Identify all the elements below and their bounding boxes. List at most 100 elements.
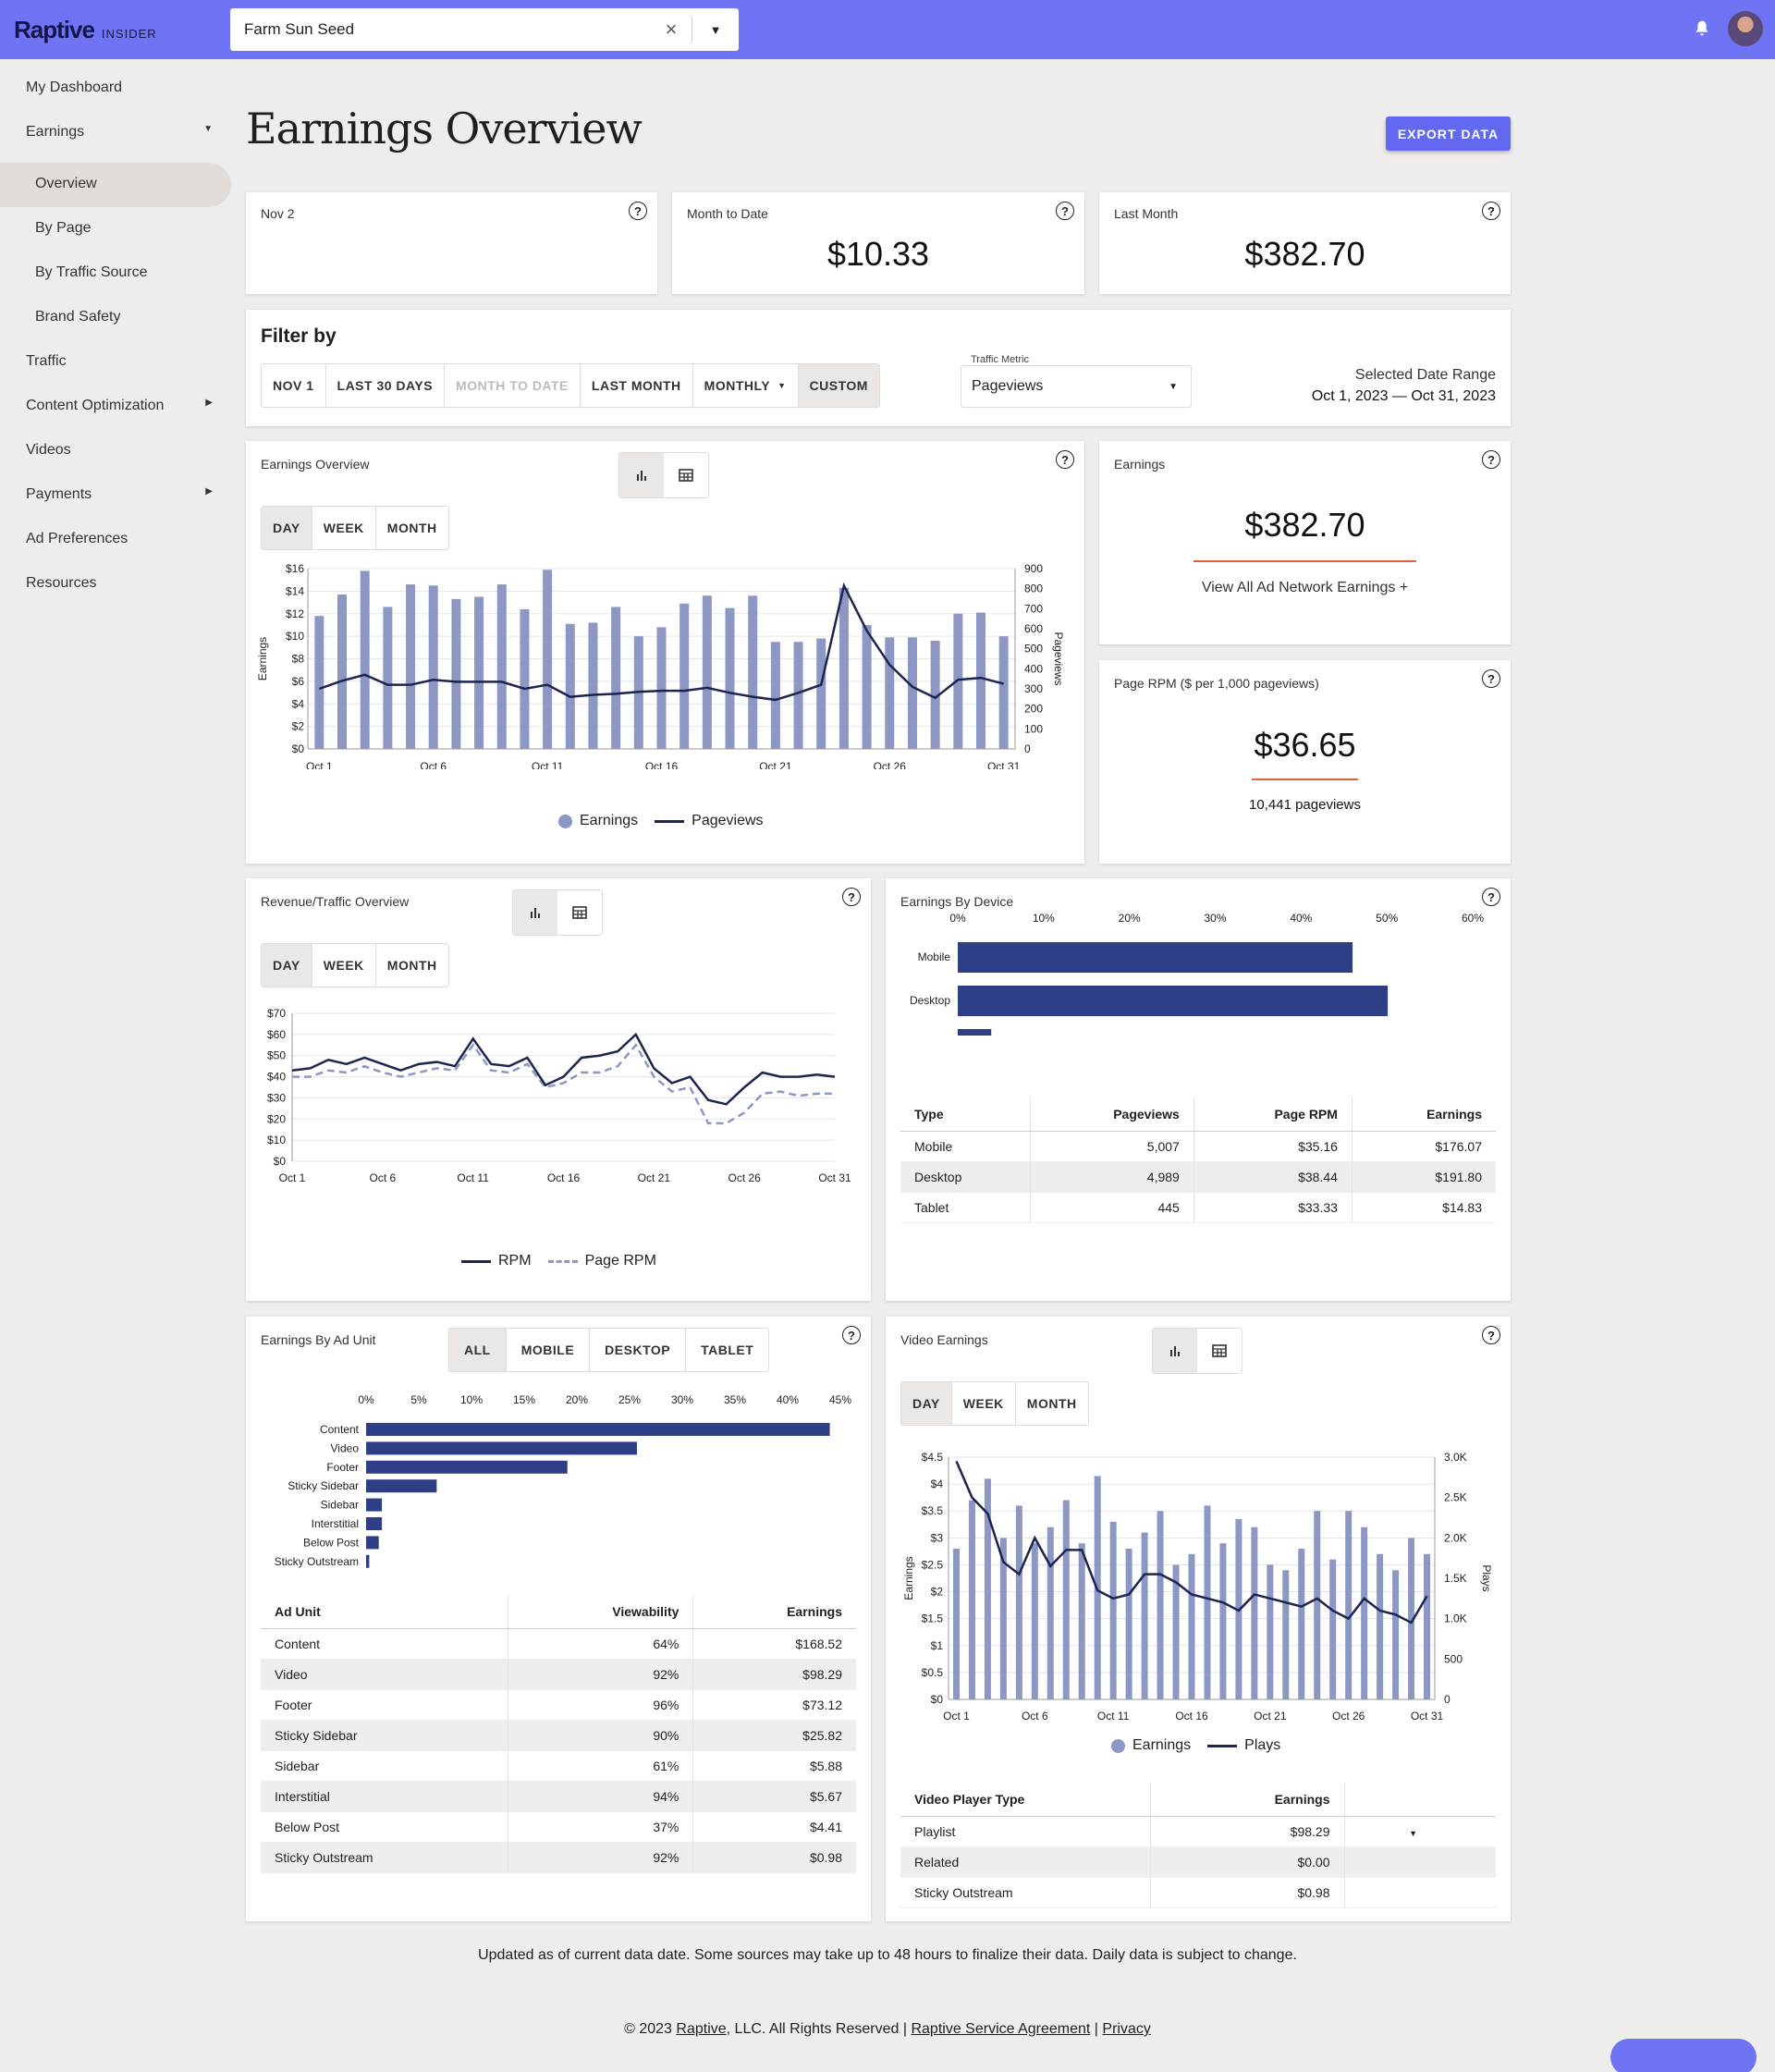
legend-label: Page RPM xyxy=(584,1253,656,1269)
sidebar-item-overview[interactable]: Overview xyxy=(35,176,220,192)
legend-line xyxy=(461,1259,491,1263)
bar xyxy=(958,986,1389,1016)
y2-tick-label: 0 xyxy=(1444,1693,1451,1706)
row-expand-toggle[interactable]: ▼ xyxy=(1343,1816,1496,1847)
chat-button[interactable] xyxy=(1610,2039,1757,2072)
sidebar-item-label: By Traffic Source xyxy=(35,264,148,280)
y2-tick-label: 3.0K xyxy=(1444,1451,1467,1464)
legend-earnings[interactable]: Earnings xyxy=(558,813,638,829)
sidebar-item-by-page[interactable]: By Page xyxy=(35,220,220,237)
video-player-table: Video Player Type Earnings Playlist $98.29… xyxy=(900,1783,1496,1908)
help-icon[interactable]: ? xyxy=(1482,888,1500,906)
help-icon[interactable]: ? xyxy=(1482,669,1500,688)
x-tick-label: 25% xyxy=(618,1393,641,1406)
filter-last-month-button[interactable]: LAST MONTH xyxy=(581,364,693,407)
help-icon[interactable]: ? xyxy=(1056,202,1074,220)
tab-tablet[interactable]: TABLET xyxy=(701,1343,754,1357)
sidebar-item-my-dashboard[interactable]: My Dashboard xyxy=(26,80,213,96)
table-icon[interactable] xyxy=(664,453,708,497)
x-tick-label: Oct 1 xyxy=(279,1171,306,1184)
table-icon[interactable] xyxy=(557,890,602,935)
tab-all[interactable]: ALL xyxy=(449,1329,507,1371)
bar-chart-icon[interactable] xyxy=(1153,1329,1197,1373)
legend-earnings[interactable]: Earnings xyxy=(1111,1737,1191,1754)
chevron-down-icon[interactable]: ▼ xyxy=(709,22,722,37)
traffic-metric-select[interactable]: Pageviews ▼ xyxy=(961,365,1192,408)
sidebar-item-traffic[interactable]: Traffic xyxy=(26,353,213,370)
help-icon[interactable]: ? xyxy=(1482,202,1500,220)
table-cell: 61% xyxy=(507,1750,693,1782)
bell-icon[interactable] xyxy=(1692,18,1712,39)
x-tick-label: Oct 11 xyxy=(457,1171,489,1184)
filter-last30-button[interactable]: LAST 30 DAYS xyxy=(326,364,446,407)
period-month-button[interactable]: MONTH xyxy=(1026,1396,1077,1411)
x-tick-label: Oct 26 xyxy=(1332,1710,1365,1723)
help-icon[interactable]: ? xyxy=(1482,450,1500,469)
x-tick-label: Oct 6 xyxy=(420,760,447,769)
help-icon[interactable]: ? xyxy=(629,202,647,220)
sidebar-item-payments[interactable]: Payments ▶ xyxy=(26,486,213,503)
sidebar-item-ad-preferences[interactable]: Ad Preferences xyxy=(26,531,213,547)
legend-pageviews[interactable]: Pageviews xyxy=(655,813,764,829)
raptive-logo[interactable]: Raptive INSIDER xyxy=(14,16,157,44)
bar xyxy=(679,603,690,749)
bar xyxy=(1047,1526,1054,1699)
filter-custom-button[interactable]: CUSTOM xyxy=(798,364,879,407)
x-tick-label: 40% xyxy=(1290,913,1312,925)
footer-copyright: © 2023 Raptive, LLC. All Rights Reserved… xyxy=(0,2021,1775,2038)
period-week-button[interactable]: WEEK xyxy=(952,1382,1016,1425)
view-all-ad-network-earnings-link[interactable]: View All Ad Network Earnings + xyxy=(1201,580,1409,595)
table-cell-empty xyxy=(1343,1846,1496,1878)
period-week-button[interactable]: WEEK xyxy=(312,507,376,549)
bar xyxy=(428,585,438,749)
x-tick-label: Oct 11 xyxy=(1097,1710,1130,1723)
tab-desktop[interactable]: DESKTOP xyxy=(590,1329,687,1371)
period-month-button[interactable]: MONTH xyxy=(386,521,437,535)
help-icon[interactable]: ? xyxy=(1056,450,1074,469)
bar-chart-icon[interactable] xyxy=(619,453,664,497)
period-day-button[interactable]: DAY xyxy=(262,944,312,987)
sidebar-item-content-optimization[interactable]: Content Optimization ▶ xyxy=(26,398,213,414)
filter-month-to-date-button[interactable]: MONTH TO DATE xyxy=(445,364,581,407)
privacy-link[interactable]: Privacy xyxy=(1102,2021,1151,2037)
legend-page-rpm[interactable]: Page RPM xyxy=(547,1253,656,1269)
export-data-button[interactable]: EXPORT DATA xyxy=(1386,116,1511,151)
bar xyxy=(862,624,872,749)
help-icon[interactable]: ? xyxy=(1482,1326,1500,1344)
table-cell: $25.82 xyxy=(692,1720,856,1751)
sidebar-item-label: My Dashboard xyxy=(26,80,123,95)
table-row: Sticky Outstream 92% $0.98 xyxy=(261,1842,856,1873)
card-title: Page RPM ($ per 1,000 pageviews) xyxy=(1114,676,1319,691)
help-icon[interactable]: ? xyxy=(842,888,861,906)
legend-rpm[interactable]: RPM xyxy=(461,1253,532,1269)
sidebar-item-by-traffic-source[interactable]: By Traffic Source xyxy=(35,264,220,281)
filter-nov1-button[interactable]: NOV 1 xyxy=(262,364,326,407)
bar xyxy=(1314,1511,1321,1699)
sidebar-item-earnings[interactable]: Earnings ▼ xyxy=(26,124,213,141)
raptive-link[interactable]: Raptive xyxy=(676,2021,727,2037)
earnings-overview-chart: $0 $2 $4 $6 $8 $10 $12 $14 $16 0 100 200 300 400 500 60… xyxy=(256,562,1065,769)
site-select[interactable]: Farm Sun Seed × ▼ xyxy=(230,8,739,51)
legend-plays[interactable]: Plays xyxy=(1207,1737,1280,1754)
period-day-button[interactable]: DAY xyxy=(901,1382,952,1425)
y-tick-label: $3.5 xyxy=(922,1504,944,1517)
period-day-button[interactable]: DAY xyxy=(262,507,312,549)
y2-tick-label: 900 xyxy=(1024,562,1043,575)
sidebar-item-videos[interactable]: Videos xyxy=(26,442,213,459)
table-icon[interactable] xyxy=(1197,1329,1242,1373)
service-agreement-link[interactable]: Raptive Service Agreement xyxy=(911,2021,1091,2037)
avatar[interactable] xyxy=(1728,11,1763,46)
clear-icon[interactable]: × xyxy=(665,18,678,41)
help-icon[interactable]: ? xyxy=(842,1326,861,1344)
table-cell: $35.16 xyxy=(1193,1131,1353,1162)
sidebar-item-resources[interactable]: Resources xyxy=(26,575,213,592)
tab-mobile[interactable]: MOBILE xyxy=(507,1329,591,1371)
period-week-button[interactable]: WEEK xyxy=(312,944,376,987)
column-header: Page RPM xyxy=(1193,1097,1353,1132)
card-value: $10.33 xyxy=(826,235,930,273)
filter-monthly-dropdown[interactable]: MONTHLY ▼ xyxy=(693,364,799,407)
legend-label: Earnings xyxy=(1132,1737,1192,1753)
bar-chart-icon[interactable] xyxy=(513,890,557,935)
sidebar-item-brand-safety[interactable]: Brand Safety xyxy=(35,309,220,325)
period-month-button[interactable]: MONTH xyxy=(386,958,437,973)
